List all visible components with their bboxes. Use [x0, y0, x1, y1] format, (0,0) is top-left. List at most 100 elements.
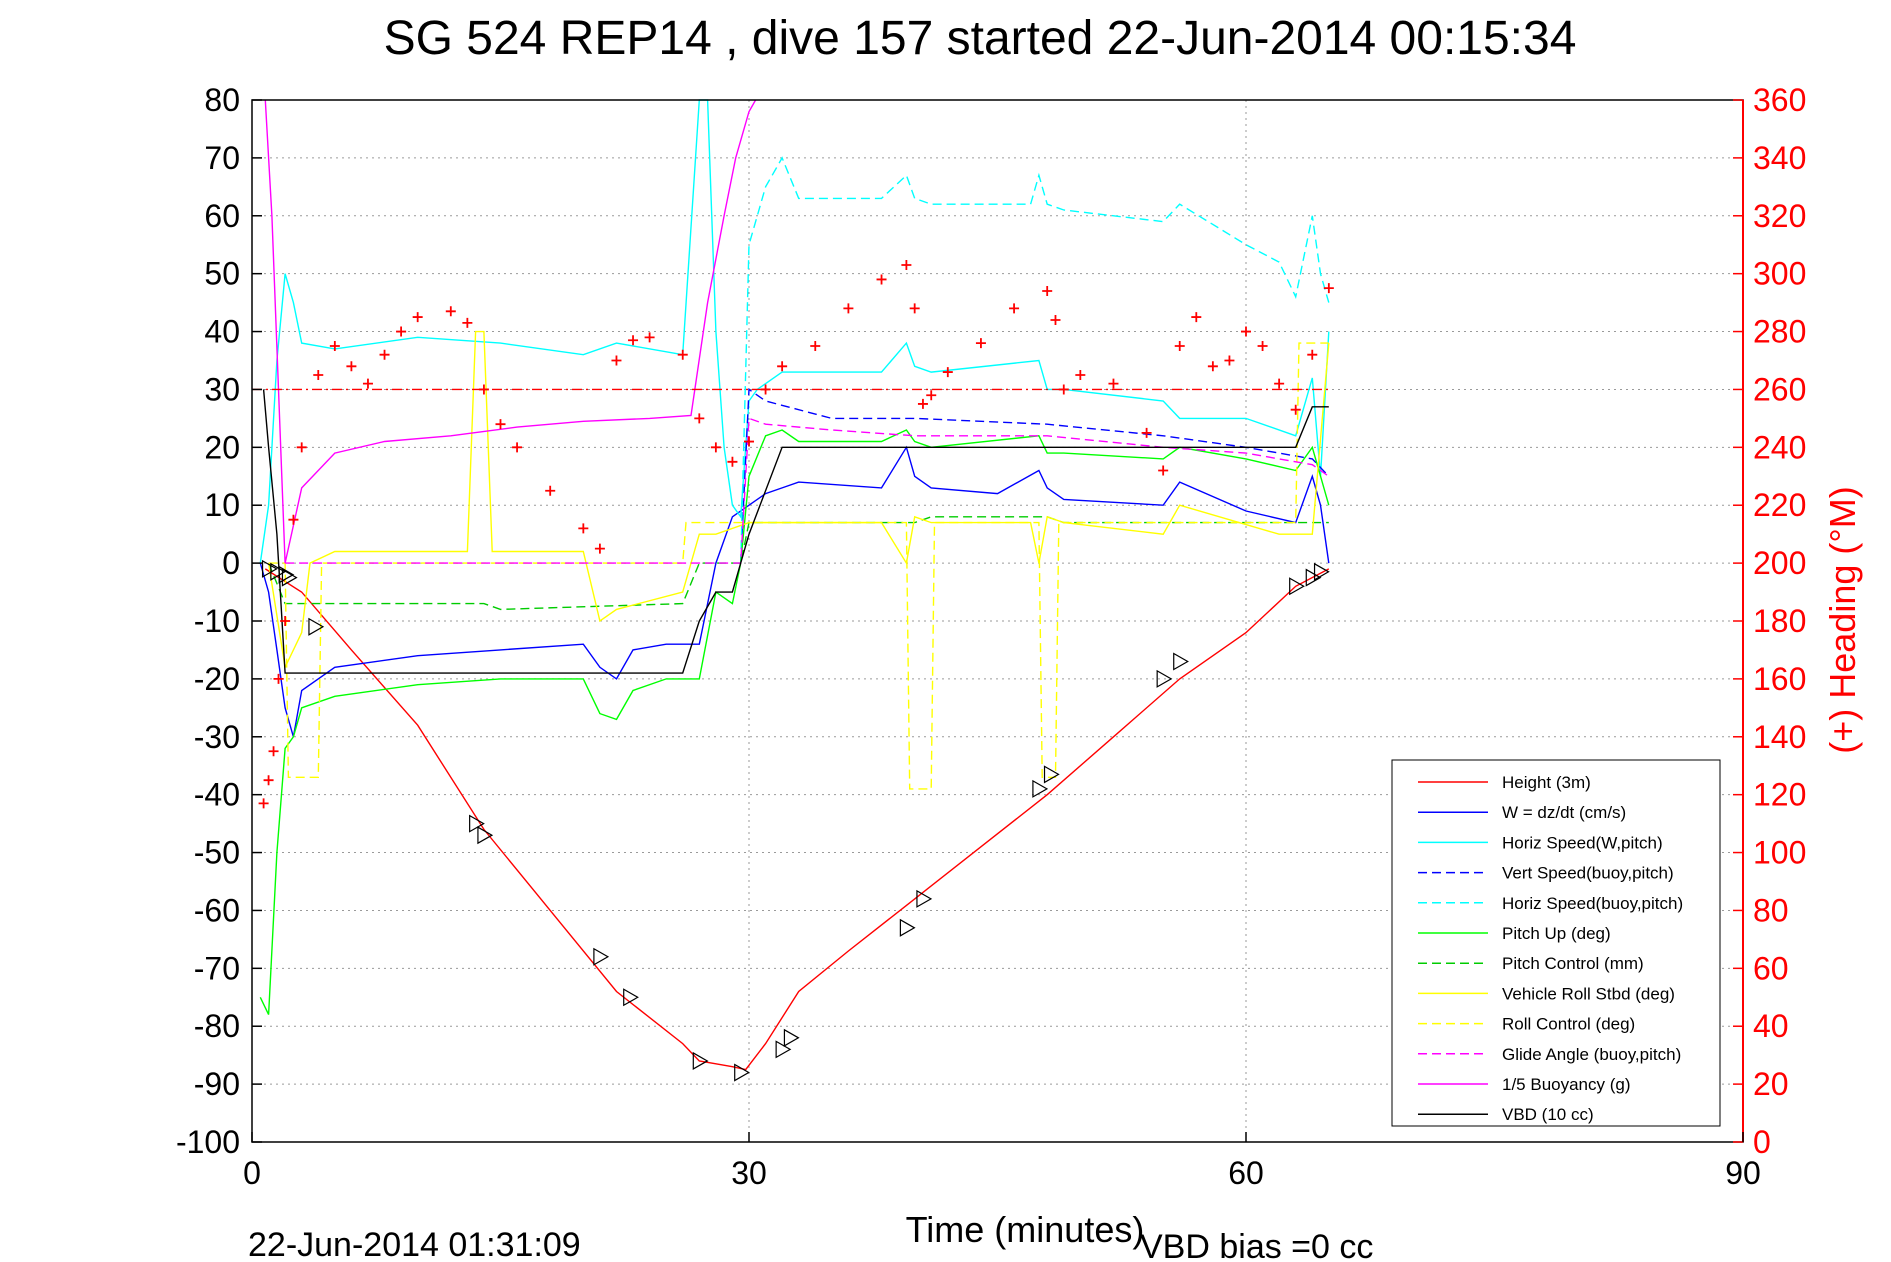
left-tick-label: 0	[222, 545, 240, 581]
series-glide-angle-buoy-pitch	[285, 417, 1330, 564]
right-tick-label: 220	[1753, 487, 1806, 523]
footer-vbd-bias: VBD bias =0 cc	[1140, 1228, 1373, 1262]
heading-marker	[545, 485, 556, 496]
legend-label-1-5-buoyancy-g: 1/5 Buoyancy (g)	[1502, 1075, 1631, 1094]
heading-marker	[909, 303, 920, 314]
series-pitch-control-mm	[267, 516, 1329, 611]
heading-marker	[644, 332, 655, 343]
left-tick-label: -30	[194, 719, 240, 755]
right-tick-label: 360	[1753, 82, 1806, 118]
series-1-5-buoyancy-g	[264, 99, 757, 564]
heading-marker	[462, 317, 473, 328]
triangle-marker	[1043, 765, 1060, 784]
right-tick-label: 120	[1753, 777, 1806, 813]
triangle-marker	[308, 617, 325, 636]
left-tick-label: 70	[204, 140, 240, 176]
heading-marker	[1307, 349, 1318, 360]
chart-title: SG 524 REP14 , dive 157 started 22-Jun-2…	[384, 12, 1577, 65]
heading-marker	[777, 361, 788, 372]
legend-label-horiz-speed-buoy-pitch: Horiz Speed(buoy,pitch)	[1502, 894, 1683, 913]
legend-label-vert-speed-buoy-pitch: Vert Speed(buoy,pitch)	[1502, 864, 1674, 883]
heading-marker	[628, 335, 639, 346]
footer-timestamp: 22-Jun-2014 01:31:09	[248, 1226, 581, 1262]
x-tick-label: 30	[731, 1155, 767, 1191]
left-tick-label: -70	[194, 950, 240, 986]
left-tick-label: -20	[194, 661, 240, 697]
legend-label-w-dz-dt-cm-s: W = dz/dt (cm/s)	[1502, 803, 1626, 822]
triangle-marker	[692, 1051, 709, 1070]
heading-marker	[677, 349, 688, 360]
heading-marker	[280, 616, 291, 626]
heading-marker	[1323, 283, 1334, 294]
triangle-marker	[623, 988, 639, 1007]
heading-marker	[1141, 427, 1152, 438]
heading-marker	[1191, 312, 1202, 323]
heading-marker	[1174, 341, 1185, 352]
right-tick-label: 140	[1753, 719, 1806, 755]
heading-marker	[346, 361, 357, 372]
series-vbd-10-cc	[262, 389, 1329, 674]
heading-marker	[760, 384, 771, 395]
left-tick-label: -80	[194, 1008, 240, 1044]
heading-marker	[313, 369, 324, 380]
heading-marker	[1042, 286, 1053, 297]
left-tick-label: -100	[176, 1124, 240, 1160]
heading-marker	[694, 413, 705, 424]
left-tick-label: 20	[204, 429, 240, 465]
series-roll-control-deg	[268, 342, 1329, 790]
right-tick-label: 280	[1753, 314, 1806, 350]
series-vehicle-roll-stbd-deg	[267, 330, 1330, 670]
right-tick-label: 0	[1753, 1124, 1771, 1160]
triangle-marker	[593, 947, 610, 966]
triangle-markers	[261, 559, 1330, 1082]
heading-marker	[594, 543, 605, 554]
heading-marker	[901, 259, 912, 270]
left-tick-label: 10	[204, 487, 240, 523]
legend: Height (3m) W = dz/dt (cm/s) Horiz Speed(W…	[1391, 759, 1721, 1127]
right-tick-label: 300	[1753, 256, 1806, 292]
heading-marker	[1274, 378, 1285, 389]
x-tick-label: 60	[1228, 1155, 1264, 1191]
heading-marker	[1241, 326, 1251, 337]
heading-marker	[1257, 341, 1268, 352]
heading-marker	[379, 349, 390, 360]
heading-marker	[727, 456, 738, 467]
triangle-marker	[261, 559, 278, 578]
left-tick-label: 60	[204, 198, 240, 234]
legend-label-glide-angle-buoy-pitch: Glide Angle (buoy,pitch)	[1502, 1045, 1681, 1064]
heading-marker	[1224, 355, 1235, 366]
heading-marker	[578, 523, 589, 534]
heading-marker	[412, 312, 423, 323]
heading-marker	[975, 338, 986, 349]
triangle-marker	[783, 1028, 800, 1047]
x-axis: 0 30 60 90	[243, 1132, 1761, 1191]
right-tick-label: 20	[1753, 1066, 1789, 1102]
heading-marker	[843, 303, 854, 314]
legend-label-pitch-control-mm: Pitch Control (mm)	[1502, 954, 1644, 973]
legend-label-pitch-up-deg: Pitch Up (deg)	[1502, 924, 1611, 943]
legend-label-vehicle-roll-stbd-deg: Vehicle Roll Stbd (deg)	[1502, 984, 1675, 1003]
triangle-marker	[916, 889, 933, 908]
triangle-marker	[477, 826, 494, 845]
triangle-marker	[281, 568, 298, 587]
series-horiz-speed-w-pitch	[259, 99, 1330, 564]
x-tick-label: 90	[1725, 1155, 1761, 1191]
heading-marker	[942, 367, 953, 378]
triangle-marker	[278, 565, 295, 584]
heading-marker	[1290, 404, 1301, 415]
left-tick-label: -90	[194, 1066, 240, 1102]
triangle-marker	[270, 562, 287, 581]
heading-marker	[1108, 378, 1119, 389]
heading-marker	[258, 798, 269, 809]
heading-marker	[329, 341, 340, 352]
right-tick-label: 180	[1753, 603, 1806, 639]
heading-marker	[926, 390, 937, 401]
series-layer	[252, 99, 1334, 1071]
right-tick-label: 80	[1753, 892, 1789, 928]
triangle-marker	[1156, 669, 1173, 688]
legend-box	[1391, 759, 1721, 1127]
legend-label-height-3m: Height (3m)	[1502, 773, 1591, 792]
x-tick-label: 0	[243, 1155, 261, 1191]
right-tick-label: 200	[1753, 545, 1806, 581]
